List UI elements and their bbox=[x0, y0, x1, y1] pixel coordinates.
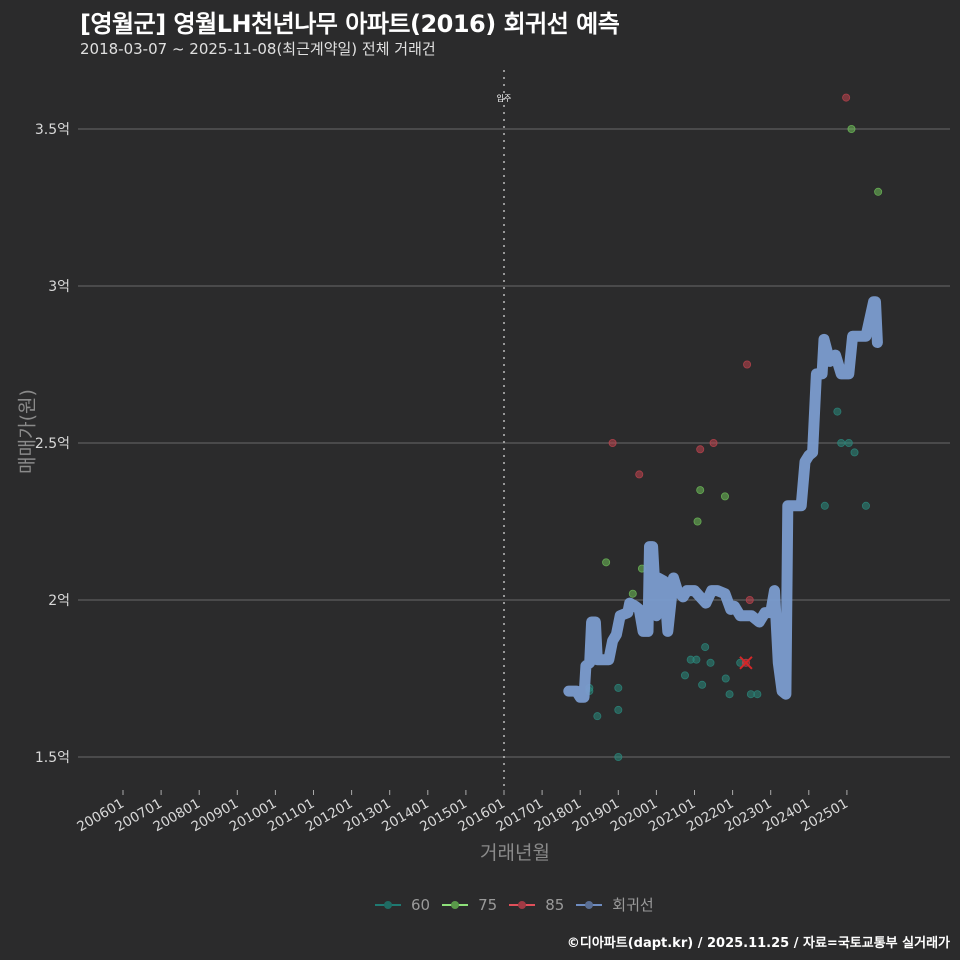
legend-key-icon bbox=[509, 898, 536, 912]
y-axis-title: 매매가(원) bbox=[16, 389, 39, 474]
legend-item-75: 75 bbox=[442, 896, 497, 914]
legend-label: 85 bbox=[545, 895, 565, 914]
svg-text:1.5억: 1.5억 bbox=[35, 750, 70, 766]
gridlines bbox=[78, 128, 950, 758]
legend-key-icon bbox=[375, 898, 401, 912]
source-credit: ©디아파트(dapt.kr) / 2025.11.25 / 자료=국토교통부 실… bbox=[566, 936, 950, 951]
legend-key-icon bbox=[576, 898, 603, 912]
x-axis-ticks: 2006012007012008012009012010012011012012… bbox=[74, 790, 851, 835]
scatter-points bbox=[585, 93, 883, 762]
legend-key-icon bbox=[442, 898, 469, 912]
svg-text:3억: 3억 bbox=[48, 279, 70, 295]
x-axis-title: 거래년월 bbox=[480, 842, 550, 864]
svg-text:2.5억: 2.5억 bbox=[35, 436, 70, 452]
svg-text:입주: 입주 bbox=[497, 94, 512, 103]
legend-item-regression: 회귀선 bbox=[576, 894, 654, 915]
chart-subtitle: 2018-03-07 ~ 2025-11-08(최근계약일) 전체 거래건 bbox=[80, 40, 436, 58]
svg-text:2억: 2억 bbox=[48, 593, 70, 609]
legend-label: 75 bbox=[478, 895, 498, 914]
legend-item-60: 60 bbox=[375, 896, 430, 914]
move-in-line: 입주 bbox=[497, 70, 512, 790]
legend-label: 회귀선 bbox=[612, 896, 654, 914]
y-axis-ticks: 1.5억 2억 2.5억 3억 3.5억 bbox=[35, 122, 70, 766]
highlight-x-marker bbox=[739, 656, 753, 670]
regression-line bbox=[563, 296, 883, 703]
chart-title: [영월군] 영월LH천년나무 아파트(2016) 회귀선 예측 bbox=[80, 10, 620, 38]
legend-item-85: 85 bbox=[509, 896, 564, 914]
svg-text:3.5억: 3.5억 bbox=[35, 122, 70, 138]
legend-label: 60 bbox=[411, 895, 431, 914]
legend: 60 75 85 회귀선 bbox=[375, 894, 666, 915]
